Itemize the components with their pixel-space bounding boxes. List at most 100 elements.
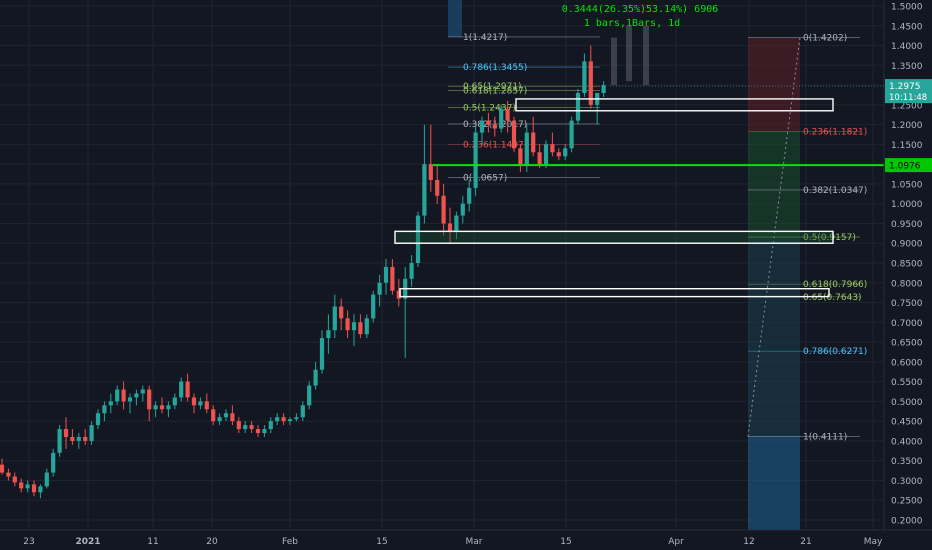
x-tick-label: Apr [668, 537, 684, 547]
candle-body [371, 294, 376, 319]
candle-body [38, 486, 43, 493]
fib-right-label: 0.65(0.7643) [803, 293, 862, 303]
candle-body [281, 417, 286, 422]
x-tick-label: Mar [466, 537, 483, 547]
candle-body [172, 397, 177, 406]
candle-body [422, 164, 427, 216]
fib-right-label: 0.618(0.7966) [803, 280, 867, 290]
candle-body [505, 108, 510, 121]
candle-body [486, 120, 491, 125]
ghost-bar [611, 37, 617, 86]
candle-body [319, 338, 325, 370]
candle-body [537, 152, 542, 165]
candle-body [383, 266, 389, 283]
candle-body [230, 413, 235, 422]
teal-zone [748, 237, 800, 352]
candle-body [390, 266, 395, 291]
fib-right-label: 0.382(1.0347) [803, 186, 867, 196]
y-tick-label: 0.9000 [891, 240, 923, 250]
candle-body [543, 144, 549, 165]
zone-box[interactable] [394, 230, 834, 244]
candle-body [211, 409, 216, 422]
candle-body [531, 132, 536, 153]
y-tick-label: 0.4500 [891, 418, 923, 428]
green-level-badge [885, 158, 932, 173]
y-tick-label: 0.9500 [891, 220, 923, 230]
zone-box[interactable] [515, 98, 834, 112]
y-axis[interactable]: 1.50001.45001.40001.35001.30001.25001.20… [883, 0, 923, 530]
candle-body [31, 484, 37, 493]
candle-body [76, 436, 81, 441]
candle-body [19, 482, 24, 489]
candle-body [255, 429, 261, 434]
x-tick-label: 2021 [75, 537, 100, 547]
zone-box[interactable] [399, 288, 830, 298]
candle-body [153, 405, 158, 410]
candle-body [307, 385, 312, 406]
candle-body [262, 429, 267, 434]
bars-annotation: 1 bars,1Bars, 1d [584, 18, 680, 29]
candle-body [83, 436, 88, 441]
candle-body [127, 397, 133, 402]
candle-body [492, 124, 497, 129]
candle-body [300, 405, 305, 418]
candle-body [108, 401, 113, 406]
y-tick-label: 0.3500 [891, 457, 923, 467]
candle-body [441, 195, 446, 224]
candle-body [191, 397, 197, 406]
candle-body [339, 306, 344, 319]
candle-body [89, 425, 94, 441]
x-tick-label: 11 [147, 537, 158, 547]
candle-body [70, 436, 75, 441]
y-tick-label: 0.7500 [891, 299, 923, 309]
mid-zone [748, 351, 800, 437]
candle-body [294, 417, 299, 420]
candle-body [473, 132, 478, 188]
candle-body [0, 464, 5, 473]
candle-body [345, 318, 350, 331]
candle-body [409, 263, 414, 279]
y-tick-label: 0.2000 [891, 517, 923, 527]
fib-left-label: 0.236(1.1497) [463, 141, 527, 151]
y-tick-label: 0.5500 [891, 378, 923, 388]
last-price-badge [885, 79, 932, 104]
y-tick-label: 1.4000 [891, 42, 923, 52]
candle-body [582, 61, 587, 93]
fib-left-label: 0.5(1.2437) [463, 103, 516, 113]
candle-body [121, 389, 126, 402]
y-tick-label: 1.5000 [891, 3, 923, 13]
fib-right-label: 0.236(1.1821) [803, 128, 867, 138]
candle-body [57, 429, 62, 453]
candle-body [249, 425, 254, 430]
x-tick-label: 21 [800, 537, 811, 547]
candle-body [268, 421, 273, 430]
ghost-bar [643, 25, 649, 86]
x-tick-label: 15 [560, 537, 571, 547]
x-axis[interactable]: 23 2021 11 20 Feb 15 Mar 15 Apr 12 21 May [0, 529, 932, 547]
candle-body [358, 322, 363, 335]
y-tick-label: 0.5000 [891, 398, 923, 408]
x-tick-label: 23 [23, 537, 34, 547]
candle-body [63, 429, 69, 437]
y-tick-label: 1.0000 [891, 200, 923, 210]
candle-body [569, 120, 574, 149]
candle-body [217, 417, 222, 422]
zone-boxes[interactable] [394, 98, 834, 298]
candle-body [351, 322, 357, 331]
candle-body [454, 215, 459, 232]
y-tick-label: 1.1500 [891, 141, 923, 151]
x-tick-label: 12 [743, 537, 754, 547]
fib-right-label: 0.5(0.9157) [803, 233, 856, 243]
candle-body [460, 203, 465, 216]
candle-body [563, 148, 568, 157]
candle-body [550, 144, 555, 153]
candle-body [25, 484, 30, 489]
candle-body [313, 369, 318, 386]
measure-annotation: 0.3444(26.35%)53.14%) 6906 [562, 4, 719, 15]
y-tick-label: 1.0500 [891, 180, 923, 190]
candle-body [588, 61, 593, 105]
last-price-value: 1.2975 [889, 82, 921, 92]
